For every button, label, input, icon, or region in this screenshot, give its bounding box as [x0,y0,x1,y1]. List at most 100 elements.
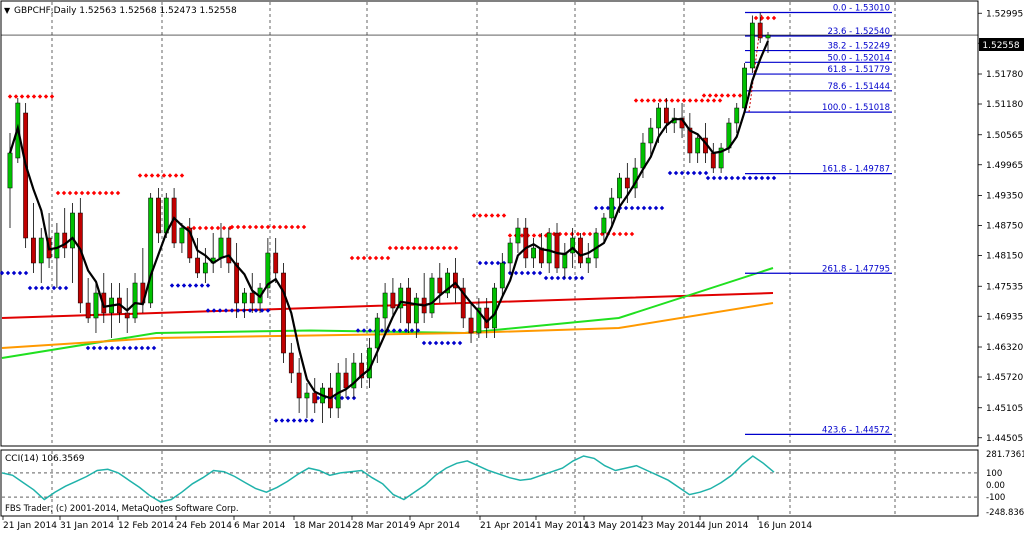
bull-candle [749,22,755,69]
support-marker [253,308,259,313]
bull-candle [351,362,357,389]
bull-candle [585,257,591,264]
time-label: 18 Mar 2014 [294,521,351,531]
current-price-badge [979,38,1024,51]
support-marker [181,283,187,288]
support-marker [623,205,629,211]
resistance-marker [441,245,447,251]
bull-candle [656,107,661,129]
resistance-marker [771,15,777,21]
support-marker [193,283,199,288]
resistance-marker [429,245,435,251]
time-label: 12 Feb 2014 [118,521,174,531]
resistance-marker [477,213,483,218]
resistance-marker [379,255,385,261]
support-marker [45,285,51,291]
bear-candle [156,197,161,234]
resistance-marker [639,98,645,103]
bull-candle [413,297,419,324]
resistance-marker [361,255,367,261]
resistance-marker [109,190,115,196]
bear-candle [437,277,443,294]
support-marker [735,175,741,181]
resistance-marker [417,245,423,251]
time-label: 23 May 2014 [642,521,701,531]
support-marker [579,275,585,281]
resistance-marker [387,245,393,251]
bear-candle [578,237,583,264]
resistance-marker [453,245,459,251]
bull-candle [218,237,224,259]
resistance-marker [161,173,167,178]
moving-average-line [1,292,774,319]
resistance-marker [13,94,19,99]
support-marker [483,260,489,266]
bull-candle [265,252,271,289]
bear-candle [624,177,630,189]
fib-level-label: 50.0 - 1.52014 [827,53,890,63]
support-marker [127,345,133,351]
support-marker [241,308,247,313]
support-marker [279,418,285,423]
resistance-marker [617,231,623,237]
time-label: 28 Mar 2014 [352,521,409,531]
dropdown-arrow-icon[interactable]: ▼ [4,6,11,15]
resistance-marker [687,98,693,103]
resistance-marker [247,224,253,230]
resistance-marker [43,94,49,99]
support-marker [205,308,211,313]
bull-candle [38,237,44,264]
bull-candle [367,347,372,379]
support-marker [477,260,483,266]
bear-candle [31,237,36,264]
bear-candle [195,257,200,274]
resistance-marker [25,94,31,99]
support-marker [489,260,495,266]
support-marker [537,270,543,276]
resistance-marker [179,173,185,178]
time-label: 16 Jun 2014 [758,521,812,531]
bull-candle [70,212,75,249]
support-marker [703,170,709,176]
support-marker [427,340,433,346]
bull-candle [335,372,341,409]
resistance-marker [31,94,37,99]
cci-panel-frame [0,449,979,517]
bull-candle [179,227,185,244]
resistance-marker [259,224,265,230]
resistance-marker [79,190,85,196]
resistance-marker [203,225,209,231]
bull-candle [499,262,505,289]
resistance-marker [209,225,215,231]
resistance-marker [707,93,713,98]
resistance-marker [563,231,569,237]
resistance-marker [367,255,373,261]
resistance-marker [55,190,61,196]
fibonacci-levels: 0.0 - 1.53010 23.6 - 1.52540 38.2 - 1.5224… [745,4,892,435]
time-label: 9 Apr 2014 [410,521,460,531]
resistance-marker [301,224,307,230]
bear-candle [62,232,68,249]
resistance-marker [701,93,707,98]
support-marker [593,205,599,211]
resistance-marker [629,231,635,237]
bull-candle [648,127,654,144]
support-marker [573,275,579,281]
support-marker [247,308,253,313]
support-marker [291,418,297,423]
resistance-marker [633,98,639,103]
resistance-marker [681,98,687,103]
moving-average-line [1,302,774,349]
bear-candle [687,127,693,154]
support-marker [121,345,127,351]
price-tick-label: 1.51780 [986,70,1023,80]
support-marker [685,170,691,176]
cci-tick-label: 100 [986,469,1002,479]
bull-candle [132,282,138,319]
resistance-marker [669,98,675,103]
resistance-marker [221,225,227,231]
support-marker [273,418,279,423]
price-tick-label: 1.45105 [986,404,1023,414]
resistance-marker [215,225,221,231]
support-marker [759,175,765,181]
